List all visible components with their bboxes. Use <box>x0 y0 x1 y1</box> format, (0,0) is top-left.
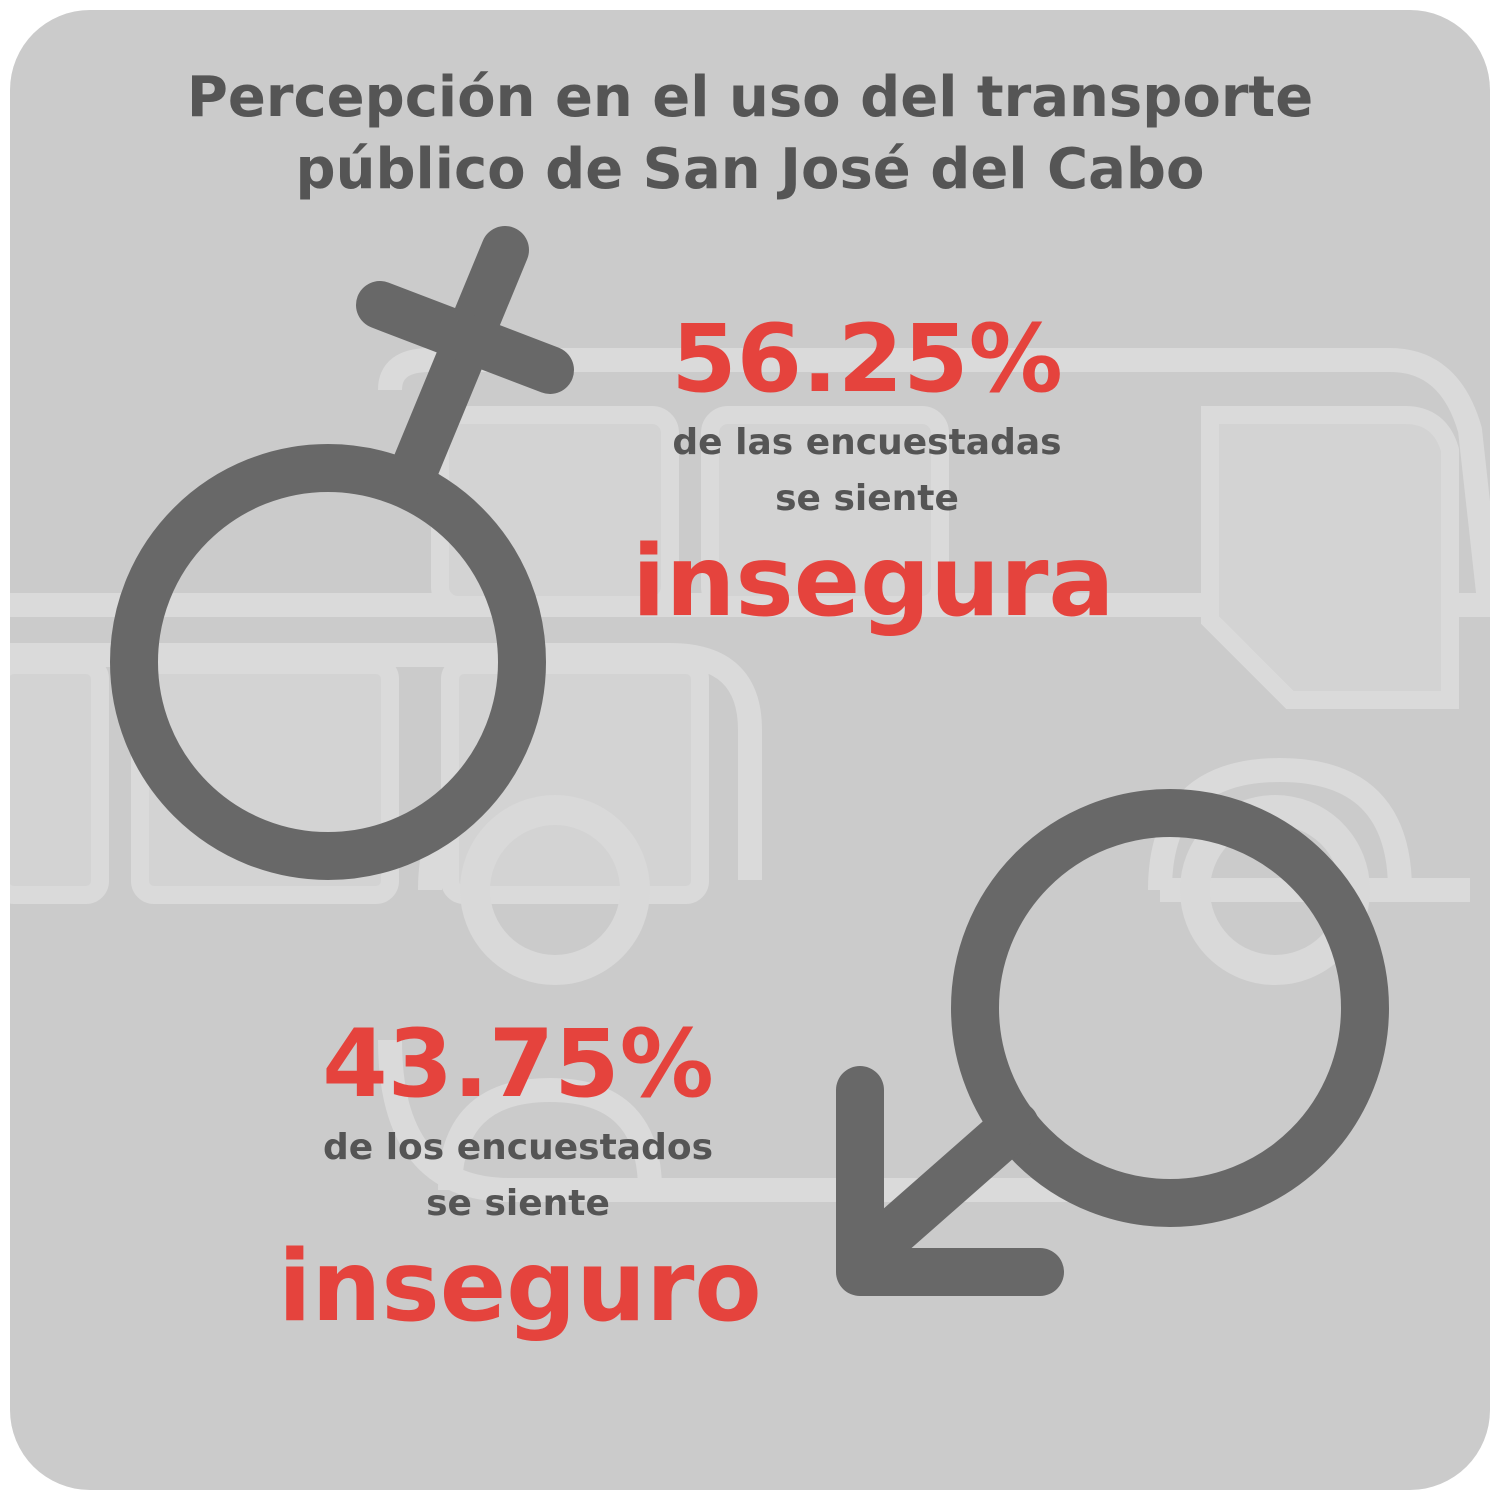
male-stat: 43.75% de los encuestados se siente inse… <box>278 1010 762 1344</box>
male-symbol-icon <box>836 789 1389 1296</box>
male-desc-line-1: de los encuestados <box>322 1127 714 1168</box>
male-desc-line-2: se siente <box>426 1183 610 1224</box>
page-title: Percepción en el uso del transporte públ… <box>10 62 1490 206</box>
infographic-card: Percepción en el uso del transporte públ… <box>10 10 1490 1490</box>
female-emphasis: insegura <box>632 525 1115 639</box>
female-desc-line-2: se siente <box>775 478 959 519</box>
male-percent: 43.75% <box>322 1010 714 1119</box>
female-symbol-icon <box>110 226 574 880</box>
title-line-1: Percepción en el uso del transporte <box>186 65 1314 130</box>
male-emphasis: inseguro <box>278 1230 762 1344</box>
female-stat: 56.25% de las encuestadas se siente inse… <box>632 305 1115 639</box>
female-desc-line-1: de las encuestadas <box>672 422 1062 463</box>
title-line-2: público de San José del Cabo <box>295 137 1205 202</box>
female-percent: 56.25% <box>671 305 1063 414</box>
